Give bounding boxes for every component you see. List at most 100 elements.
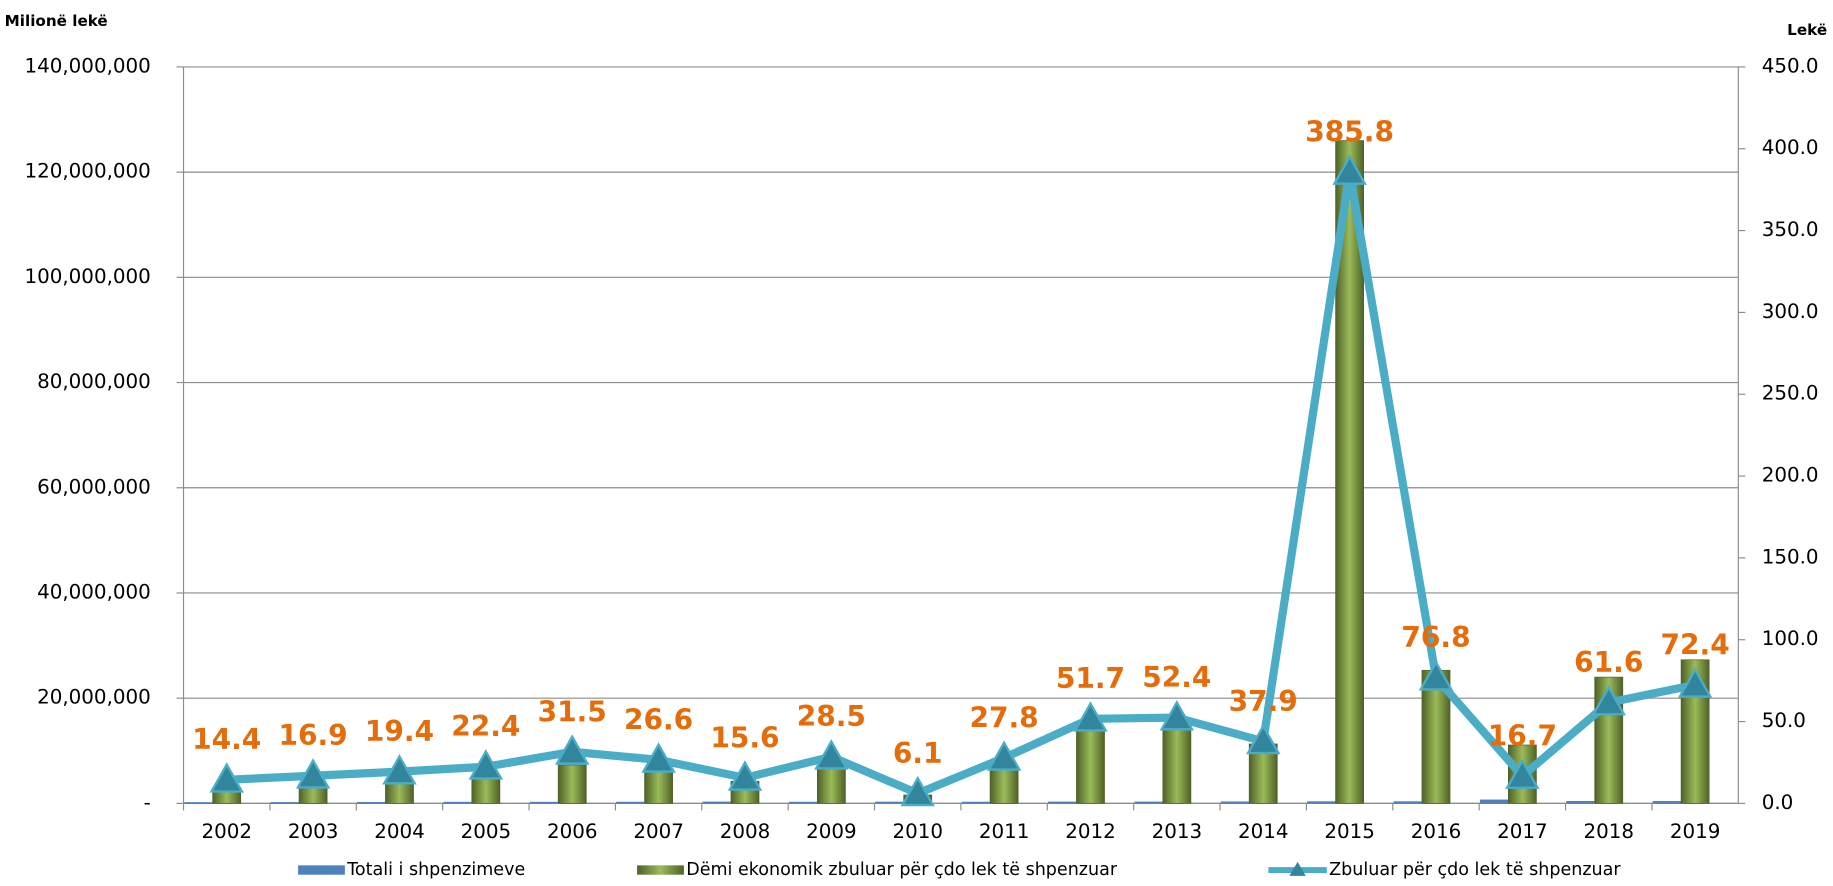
data-label: 27.8: [970, 701, 1039, 734]
y2-tick-label: 100.0: [1762, 627, 1819, 650]
y2-tick-label: 150.0: [1762, 545, 1819, 568]
y2-tick-label: 200.0: [1762, 464, 1819, 487]
legend-swatch: [298, 865, 345, 875]
data-label: 26.6: [624, 703, 693, 736]
marker: [1246, 723, 1281, 755]
x-tick-label: 2011: [979, 820, 1030, 843]
x-tick-label: 2003: [288, 820, 339, 843]
x-tick-label: 2015: [1324, 820, 1375, 843]
bar: [357, 801, 386, 804]
bar: [1307, 801, 1336, 804]
bar: [702, 801, 732, 804]
data-label: 28.5: [797, 700, 866, 733]
marker: [1591, 685, 1626, 716]
bar: [616, 801, 645, 804]
y2-tick-label: 350.0: [1762, 218, 1819, 241]
data-label: 16.7: [1488, 719, 1557, 752]
marker: [1677, 667, 1713, 698]
bar: [443, 801, 473, 804]
y-tick-label: 80,000,000: [37, 370, 151, 393]
legend-swatch: [637, 865, 684, 875]
marker: [814, 739, 849, 770]
x-tick-label: 2006: [547, 820, 598, 843]
data-label: 16.9: [278, 719, 347, 752]
data-label: 385.8: [1305, 115, 1394, 148]
data-label: 52.4: [1142, 661, 1211, 694]
bar: [875, 801, 905, 804]
data-label: 14.4: [192, 723, 261, 756]
x-tick-label: 2019: [1670, 820, 1721, 843]
bar: [1162, 728, 1192, 804]
marker: [900, 775, 935, 807]
y2-tick-label: 450.0: [1762, 54, 1819, 77]
bar: [1479, 799, 1509, 804]
bar: [1566, 800, 1596, 804]
data-label: 15.6: [710, 721, 779, 754]
x-tick-label: 2007: [633, 820, 684, 843]
marker: [295, 758, 331, 789]
data-label: 6.1: [893, 737, 943, 770]
bar: [298, 786, 328, 804]
bar: [184, 802, 214, 805]
y-tick-label: 120,000,000: [24, 160, 150, 183]
x-tick-label: 2013: [1152, 820, 1203, 843]
bar: [644, 769, 673, 804]
x-tick-label: 2004: [374, 820, 425, 843]
bar: [471, 776, 501, 804]
bar: [989, 766, 1019, 804]
marker: [986, 740, 1022, 771]
y-tick-label: -: [144, 791, 151, 814]
legend-label: Zbuluar për çdo lek të shpenzuar: [1329, 860, 1621, 880]
bar: [961, 801, 991, 804]
bar: [529, 801, 559, 804]
y2-tick-label: 250.0: [1762, 382, 1819, 405]
y2-tick-label: 400.0: [1762, 136, 1819, 159]
marker: [1418, 660, 1454, 691]
x-tick-label: 2012: [1065, 820, 1116, 843]
data-label: 76.8: [1401, 621, 1470, 654]
data-label: 19.4: [365, 715, 434, 748]
data-label: 61.6: [1574, 646, 1643, 679]
marker: [555, 734, 590, 765]
legend-swatch: [1289, 861, 1306, 876]
y-tick-label: 60,000,000: [37, 475, 151, 498]
data-label: 22.4: [451, 710, 520, 743]
y-tick-label: 20,000,000: [37, 686, 151, 709]
bar: [385, 783, 414, 804]
bar: [557, 764, 587, 804]
x-tick-label: 2008: [720, 820, 771, 843]
y-axis-title: Milionë lekë: [5, 12, 108, 30]
bar: [1134, 801, 1164, 804]
marker: [1505, 758, 1540, 789]
marker: [1159, 700, 1195, 731]
bar: [270, 802, 300, 804]
bar: [1393, 801, 1423, 804]
x-tick-label: 2005: [461, 820, 512, 843]
marker: [1332, 154, 1367, 185]
marker: [641, 742, 676, 773]
marker: [1073, 701, 1108, 732]
y-tick-label: 100,000,000: [24, 265, 150, 288]
marker: [382, 754, 417, 785]
y2-tick-label: 50.0: [1762, 709, 1806, 732]
line: [226, 167, 1696, 798]
bar: [1076, 730, 1105, 804]
marker: [468, 749, 504, 780]
bar: [1048, 801, 1077, 804]
y-tick-label: 40,000,000: [37, 580, 151, 603]
marker: [727, 760, 763, 791]
data-label: 31.5: [538, 695, 607, 728]
x-tick-label: 2016: [1411, 820, 1462, 843]
data-label: 72.4: [1661, 628, 1730, 661]
legend-label: Totali i shpenzimeve: [346, 860, 525, 880]
y2-axis-title: Lekë: [1787, 21, 1827, 39]
y-tick-label: 140,000,000: [24, 54, 150, 77]
data-label: 37.9: [1229, 685, 1298, 718]
bar: [1220, 801, 1250, 804]
y2-tick-label: 0.0: [1762, 791, 1794, 814]
x-tick-label: 2009: [806, 820, 857, 843]
y2-tick-label: 300.0: [1762, 300, 1819, 323]
data-label: 51.7: [1056, 662, 1125, 695]
x-tick-label: 2017: [1497, 820, 1548, 843]
